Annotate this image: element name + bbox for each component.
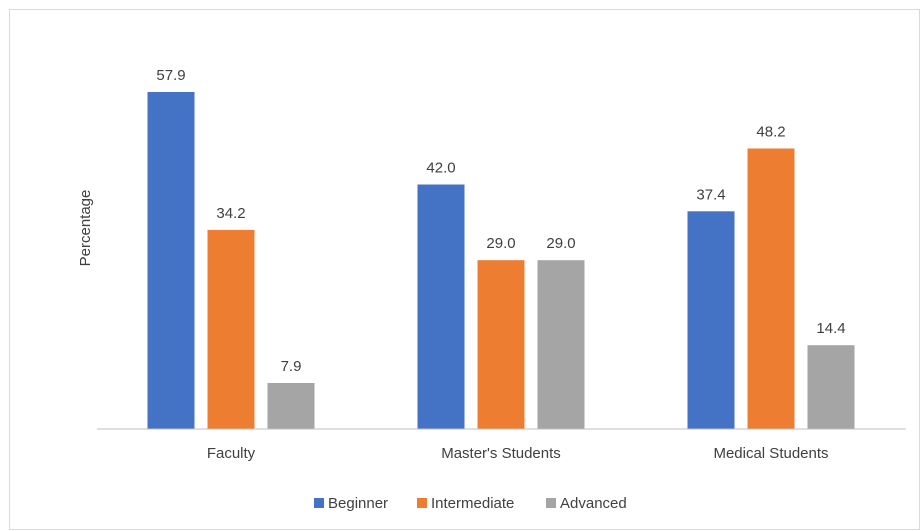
bar-intermediate-1 [477,260,525,429]
legend-label-advanced: Advanced [560,495,627,512]
legend: Beginner Intermediate Advanced [314,495,627,512]
legend-label-beginner: Beginner [328,495,388,512]
category-label-1: Master's Students [441,445,561,462]
data-label-advanced-0: 7.9 [281,358,302,375]
bar-intermediate-0 [207,229,255,429]
bar-advanced-0 [267,383,315,429]
bar-intermediate-2 [747,148,795,429]
bars-group [147,92,855,429]
data-label-advanced-2: 14.4 [816,320,845,337]
data-label-beginner-1: 42.0 [426,160,455,177]
data-label-intermediate-0: 34.2 [216,205,245,222]
legend-swatch-advanced [546,498,556,508]
y-axis-title: Percentage [77,190,94,267]
data-label-intermediate-2: 48.2 [756,124,785,141]
category-labels-group: Faculty Master's Students Medical Students [207,445,829,462]
bar-advanced-1 [537,260,585,429]
data-labels-group: 57.9 34.2 7.9 42.0 29.0 29.0 37.4 48.2 14.4 [156,67,845,375]
legend-label-intermediate: Intermediate [431,495,514,512]
data-label-intermediate-1: 29.0 [486,235,515,252]
bar-beginner-0 [147,92,195,429]
category-label-0: Faculty [207,445,256,462]
data-label-beginner-2: 37.4 [696,186,725,203]
legend-swatch-beginner [314,498,324,508]
category-label-2: Medical Students [713,445,828,462]
legend-swatch-intermediate [417,498,427,508]
data-label-beginner-0: 57.9 [156,67,185,84]
bar-advanced-2 [807,345,855,429]
data-label-advanced-1: 29.0 [546,235,575,252]
bar-beginner-2 [687,211,735,429]
bar-beginner-1 [417,184,465,429]
